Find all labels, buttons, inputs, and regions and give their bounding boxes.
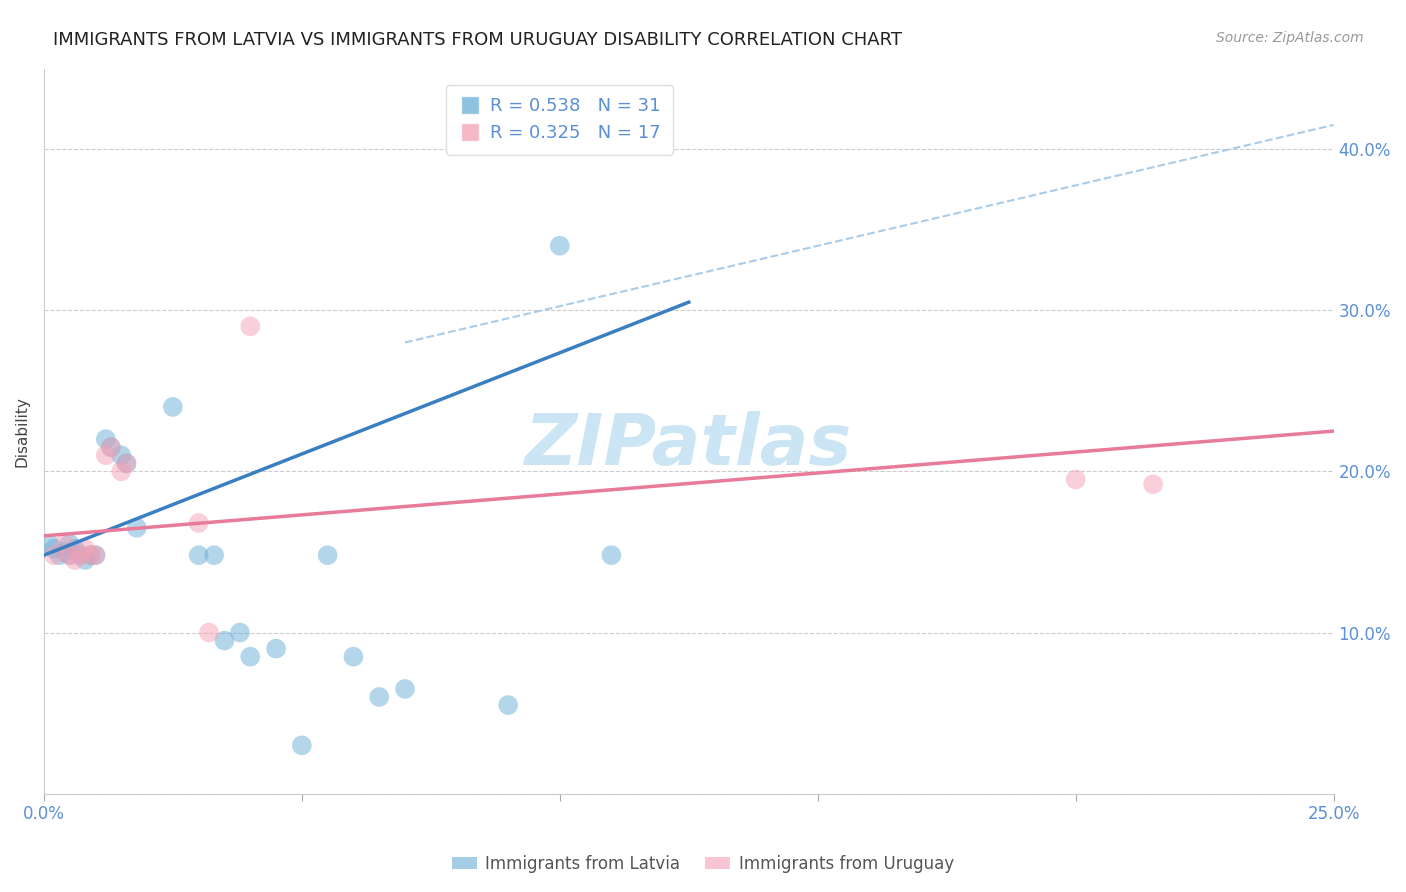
Point [600,548,623,562]
Text: ZIPatlas: ZIPatlas [524,411,852,480]
Point [100,440,122,454]
Point [368,690,391,704]
Point [79,548,101,562]
Point [53,537,76,551]
Point [162,400,184,414]
Point [239,649,262,664]
Y-axis label: Disability: Disability [15,396,30,467]
Point [214,633,236,648]
Point [187,548,209,562]
Point [110,464,132,478]
Point [110,448,132,462]
Point [59,537,82,551]
Point [59,548,82,562]
Point [94,448,117,462]
Point [84,548,107,562]
Point [125,521,148,535]
Text: Source: ZipAtlas.com: Source: ZipAtlas.com [1216,31,1364,45]
Point [229,625,252,640]
Point [59,548,82,562]
Point [187,516,209,530]
Point [291,739,314,753]
Point [264,641,287,656]
Point [75,553,97,567]
Point [75,541,97,556]
Point [100,440,122,454]
Point [198,625,221,640]
Point [69,548,91,562]
Point [496,698,519,712]
Legend: Immigrants from Latvia, Immigrants from Uruguay: Immigrants from Latvia, Immigrants from … [446,848,960,880]
Point [115,456,138,470]
Point [1142,477,1164,491]
Point [79,548,101,562]
Point [69,548,91,562]
Point [394,681,416,696]
Point [316,548,339,562]
Point [44,548,66,562]
Point [63,541,86,556]
Point [202,548,225,562]
Point [342,649,364,664]
Point [48,548,70,562]
Point [38,537,60,551]
Point [84,548,107,562]
Point [115,456,138,470]
Point [239,319,262,334]
Point [53,545,76,559]
Legend: R = 0.538   N = 31, R = 0.325   N = 17: R = 0.538 N = 31, R = 0.325 N = 17 [447,85,673,155]
Point [1064,472,1087,486]
Point [94,432,117,446]
Text: IMMIGRANTS FROM LATVIA VS IMMIGRANTS FROM URUGUAY DISABILITY CORRELATION CHART: IMMIGRANTS FROM LATVIA VS IMMIGRANTS FRO… [53,31,903,49]
Point [44,541,66,556]
Point [548,239,571,253]
Point [63,553,86,567]
